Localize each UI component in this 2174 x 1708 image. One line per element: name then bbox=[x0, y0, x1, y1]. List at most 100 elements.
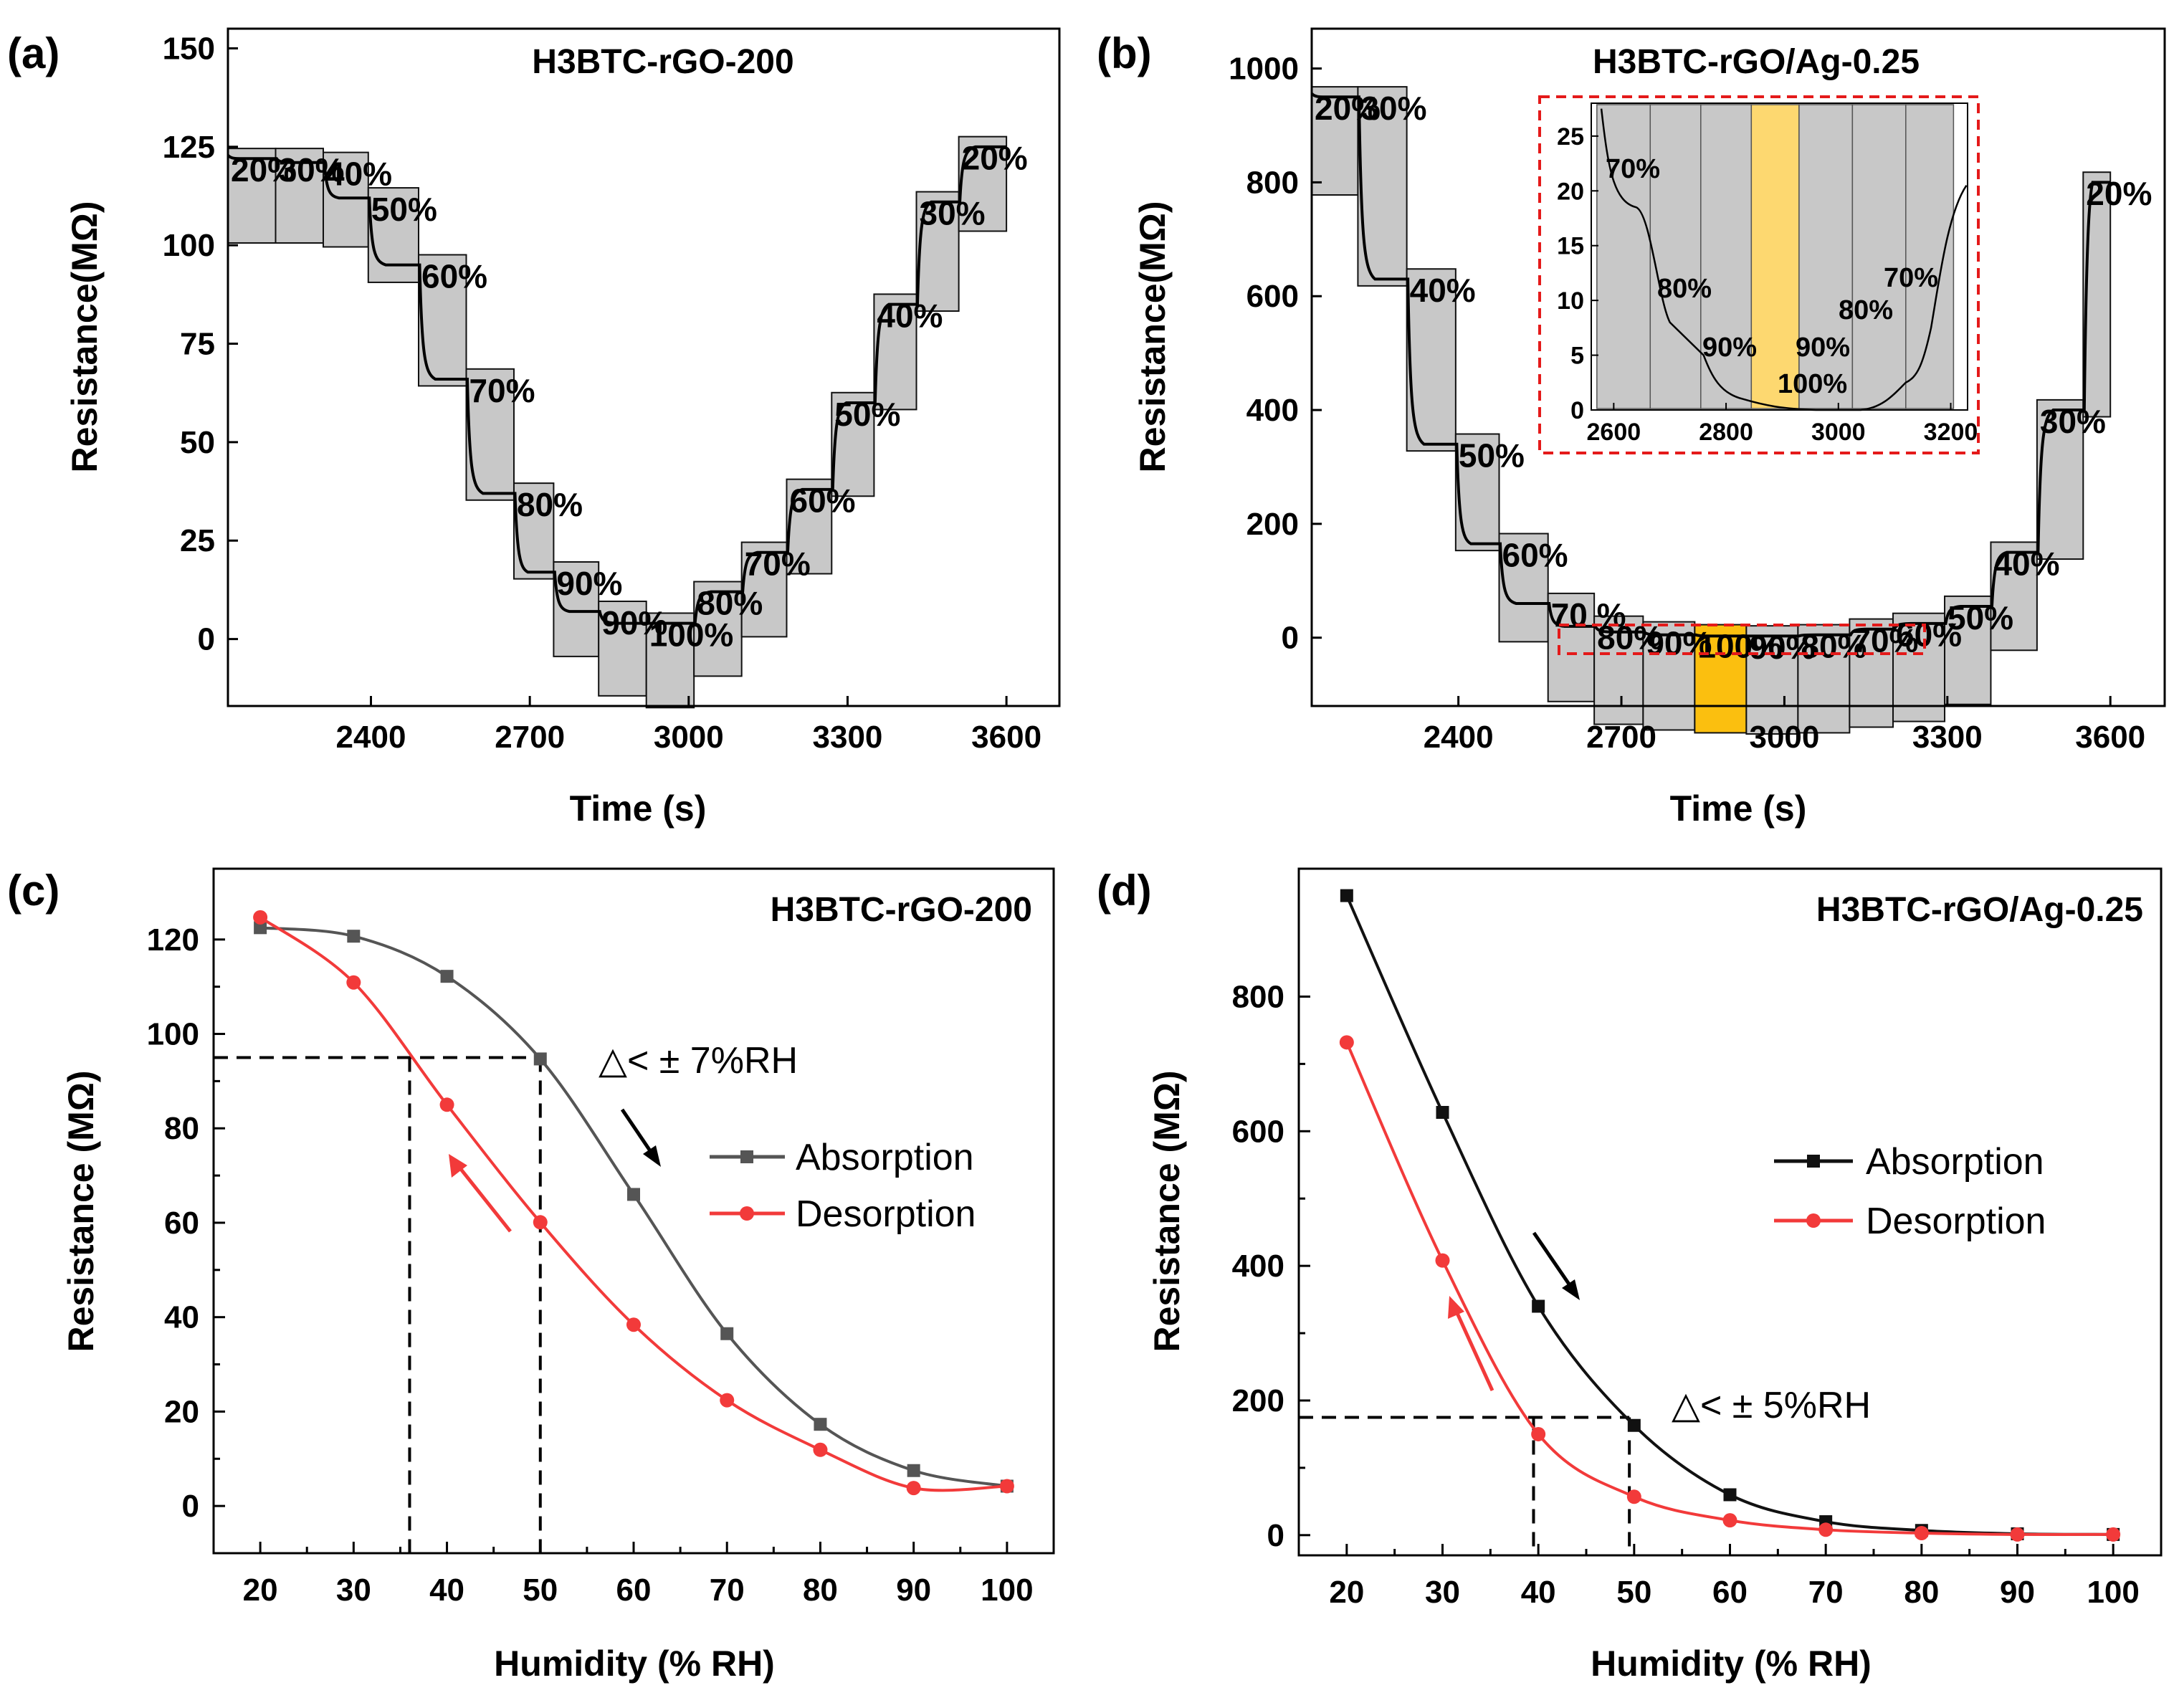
y-tick-label: 20 bbox=[164, 1394, 199, 1429]
desorption-point bbox=[253, 910, 268, 925]
inset-y-tick-label: 25 bbox=[1557, 123, 1584, 151]
inset-step-box bbox=[1798, 104, 1854, 409]
panel-c-absorption-arrow bbox=[620, 1108, 661, 1167]
absorption-point bbox=[907, 1464, 920, 1477]
step-label: 90% bbox=[1749, 629, 1815, 666]
x-tick-label: 60 bbox=[616, 1573, 652, 1608]
step-label: 50% bbox=[1459, 437, 1525, 474]
panel-b-x-label: Time (s) bbox=[1670, 788, 1807, 829]
y-tick-label: 200 bbox=[1246, 507, 1299, 542]
y-tick-label: 50 bbox=[180, 425, 215, 460]
desorption-point bbox=[626, 1317, 641, 1332]
inset-x-tick-label: 3200 bbox=[1924, 419, 1978, 446]
legend-desorption-swatch bbox=[1774, 1213, 1853, 1228]
panel-b-response-curve bbox=[1310, 92, 2111, 638]
inset-step-label: 90% bbox=[1796, 333, 1850, 363]
desorption-point bbox=[1435, 1253, 1450, 1268]
panel-b-inset-border bbox=[1538, 95, 1980, 454]
step-box bbox=[322, 151, 369, 248]
absorption-point bbox=[440, 970, 454, 983]
step-label: 80% bbox=[697, 584, 763, 621]
absorption-point bbox=[1723, 1488, 1737, 1502]
panel-c-desorption-arrow bbox=[449, 1154, 512, 1233]
step-label: 30% bbox=[2040, 403, 2106, 440]
y-tick-label: 100 bbox=[163, 228, 215, 263]
panel-b-step-labels: 20%30%40%50%60%70 %80%90%100%90%80%70%60… bbox=[1315, 90, 2152, 666]
panel-a-y-ticks: 0 25 50 75 100 125 150 bbox=[163, 31, 238, 657]
inset-step-label: 80% bbox=[1657, 274, 1712, 304]
y-tick-label: 0 bbox=[1267, 1518, 1284, 1553]
desorption-point bbox=[439, 1097, 454, 1112]
desorption-point bbox=[1722, 1513, 1737, 1528]
desorption-point bbox=[720, 1393, 735, 1408]
step-label: 30% bbox=[1360, 90, 1426, 127]
panel-c-x-label: Humidity (% RH) bbox=[494, 1643, 775, 1684]
x-tick-label: 30 bbox=[1425, 1575, 1460, 1610]
inset-step-box bbox=[1649, 104, 1702, 409]
inset-step-box bbox=[1596, 104, 1651, 409]
x-tick-label: 50 bbox=[1616, 1575, 1651, 1610]
absorption-point bbox=[254, 921, 267, 935]
x-tick-label: 60 bbox=[1712, 1575, 1748, 1610]
legend-desorption-label: Desorption bbox=[1866, 1201, 2046, 1242]
inset-y-tick-label: 10 bbox=[1557, 287, 1584, 315]
panel-c-title: H3BTC-rGO-200 bbox=[771, 891, 1032, 929]
step-label: 40% bbox=[326, 156, 392, 193]
panel-d-desorption-arrow bbox=[1448, 1296, 1494, 1392]
step-label: 70% bbox=[469, 372, 535, 409]
absorption-point bbox=[533, 1052, 547, 1066]
x-tick-label: 100 bbox=[2087, 1575, 2139, 1610]
panel-c-x-ticks: 20 30 40 50 60 70 80 90 100 bbox=[243, 1542, 1034, 1608]
x-tick-label: 70 bbox=[1808, 1575, 1844, 1610]
panel-a-step-boxes bbox=[227, 135, 1008, 709]
legend-desorption-label: Desorption bbox=[796, 1193, 976, 1235]
inset-curve bbox=[1600, 108, 1968, 411]
panel-c-series bbox=[253, 910, 1014, 1496]
y-tick-label: 600 bbox=[1232, 1114, 1284, 1149]
step-box bbox=[1944, 595, 1992, 705]
y-tick-label: 200 bbox=[1232, 1383, 1284, 1418]
response-curve bbox=[1310, 92, 2111, 638]
step-label: 40% bbox=[1410, 272, 1476, 309]
step-label: 20% bbox=[231, 151, 297, 189]
panel-b-title: H3BTC-rGO/Ag-0.25 bbox=[1593, 43, 1920, 81]
inset-step-label: 100% bbox=[1778, 369, 1847, 399]
x-tick-label: 80 bbox=[1904, 1575, 1939, 1610]
step-label: 80% bbox=[517, 486, 583, 523]
step-label: 90% bbox=[601, 604, 667, 641]
desorption-point bbox=[1914, 1526, 1929, 1541]
step-label: 60% bbox=[1502, 537, 1568, 574]
step-label: 80% bbox=[1801, 628, 1867, 665]
panel-c-y-ticks: 0 20 40 60 80 100 120 bbox=[147, 922, 225, 1524]
step-box bbox=[553, 561, 600, 657]
absorption-point bbox=[1532, 1299, 1545, 1313]
panel-a-title: H3BTC-rGO-200 bbox=[532, 43, 793, 81]
y-tick-label: 40 bbox=[164, 1300, 199, 1335]
inset-x-tick-label: 3000 bbox=[1811, 419, 1866, 446]
desorption-point bbox=[813, 1442, 828, 1457]
series-line-desorption bbox=[259, 916, 1007, 1492]
legend-absorption-swatch bbox=[1774, 1155, 1853, 1168]
y-tick-label: 400 bbox=[1232, 1249, 1284, 1284]
inset-y-tick-label: 0 bbox=[1570, 397, 1584, 424]
panel-b-letter: (b) bbox=[1097, 29, 1152, 77]
panel-b-inset-y-ticks: 0 5 10 15 20 25 bbox=[1557, 123, 1598, 424]
panel-d: (d) 0 200 400 600 800 20 30 40 50 60 70 80 90 100 H3… bbox=[1097, 867, 2163, 1684]
step-box bbox=[1547, 592, 1596, 702]
step-label: 50% bbox=[1947, 599, 2013, 636]
y-tick-label: 0 bbox=[182, 1489, 199, 1524]
y-tick-label: 1000 bbox=[1229, 52, 1299, 87]
inset-y-tick-label: 15 bbox=[1557, 233, 1584, 260]
step-label: 20% bbox=[962, 140, 1028, 177]
panel-c-dashed-guides bbox=[214, 1056, 542, 1553]
step-label: 90% bbox=[556, 565, 622, 602]
step-box bbox=[2082, 171, 2112, 418]
step-box bbox=[598, 600, 647, 697]
panel-d-dashed-guides bbox=[1299, 1416, 1631, 1555]
x-tick-label: 50 bbox=[523, 1573, 558, 1608]
inset-step-label: 70% bbox=[1884, 263, 1938, 293]
inset-x-tick-label: 2800 bbox=[1699, 419, 1753, 446]
x-tick-label: 2400 bbox=[1424, 720, 1494, 755]
